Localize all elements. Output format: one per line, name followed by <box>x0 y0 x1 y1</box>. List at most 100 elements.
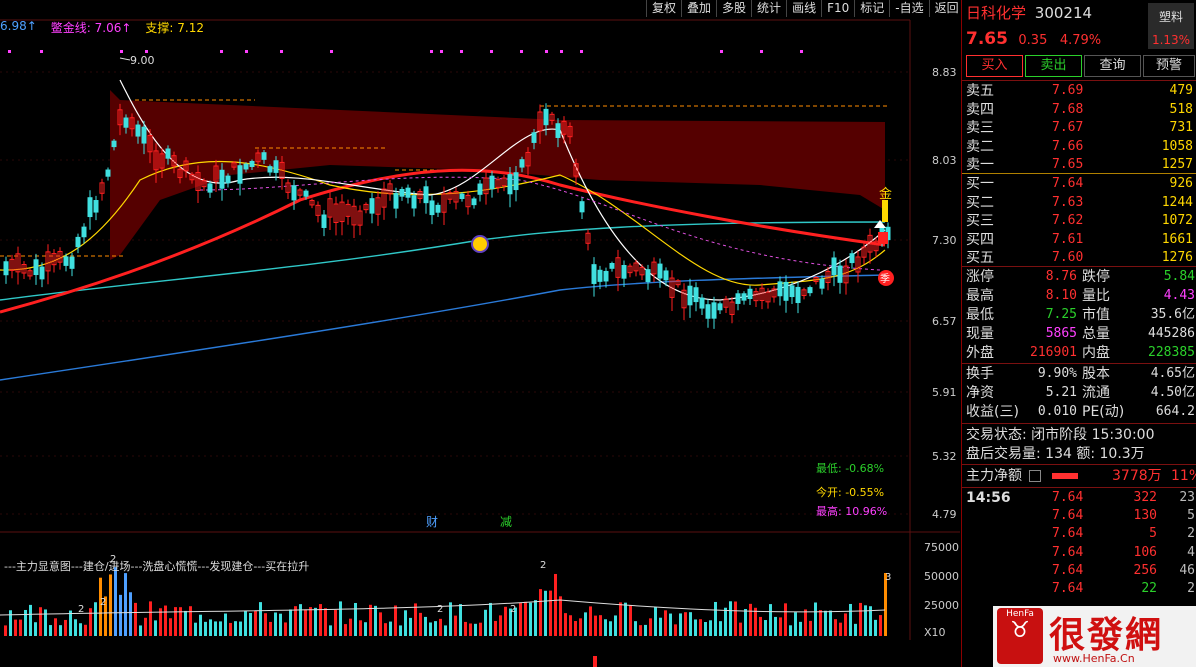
candle-body <box>417 191 423 199</box>
volume-bar <box>844 613 847 636</box>
volume-bar <box>59 625 62 636</box>
ma-yellow-line <box>0 160 886 286</box>
price-axis-label: 4.79 <box>932 508 957 521</box>
candle-body <box>117 109 123 126</box>
candle-body <box>195 172 201 191</box>
volume-bar <box>794 612 797 636</box>
main-net-menu-icon[interactable] <box>1029 470 1042 482</box>
volume-bar <box>759 616 762 636</box>
volume-bar <box>729 601 732 636</box>
volume-bar <box>299 604 302 636</box>
asks-level-label: 卖五 <box>966 83 994 99</box>
volume-bar <box>9 610 12 636</box>
kline-chart[interactable]: 8.83 8.03 7.30 6.57 5.91 5.32 4.79 75000 50000 25… <box>0 0 960 667</box>
toolbar-item-0[interactable]: 复权 <box>646 0 681 17</box>
toolbar-item-1[interactable]: 叠加 <box>681 0 716 17</box>
asks-row[interactable]: 卖五 7.69 479 <box>966 82 1196 100</box>
toolbar-item-8[interactable]: 返回 <box>928 0 964 17</box>
toolbar-item-7[interactable]: -自选 <box>889 0 928 17</box>
fund-label: 换手 <box>966 366 994 382</box>
candle-body <box>129 117 135 130</box>
volume-count-mark: 2 <box>510 604 516 615</box>
buy-button[interactable]: 买入 <box>966 55 1023 77</box>
toolbar-item-4[interactable]: 画线 <box>786 0 821 17</box>
volume-bar <box>654 606 657 636</box>
current-price: 7.65 <box>966 29 1008 49</box>
tick-count: 2 <box>1187 526 1195 542</box>
tick-volume: 130 <box>1133 508 1157 524</box>
asks-row[interactable]: 卖三 7.67 731 <box>966 119 1196 137</box>
volume-bar <box>799 621 802 636</box>
volume-bar <box>574 621 577 636</box>
volume-bar <box>219 621 222 636</box>
candle-body <box>315 204 321 216</box>
sector-badge[interactable]: 塑料 1.13% <box>1148 3 1194 49</box>
candle-body <box>759 287 765 301</box>
bids-row[interactable]: 买二 7.63 1244 <box>966 194 1196 212</box>
toolbar-item-3[interactable]: 统计 <box>751 0 786 17</box>
tick-row: 14:56 7.64 322 23 <box>966 489 1196 507</box>
volume-bar <box>614 615 617 636</box>
candle-body <box>123 117 129 128</box>
volume-bar <box>619 602 622 636</box>
volume-bar <box>499 615 502 636</box>
stats-text: 今开: -0.55% <box>816 485 884 499</box>
volume-count-mark: 2 <box>78 604 84 615</box>
asks-row[interactable]: 卖二 7.66 1058 <box>966 138 1196 156</box>
volume-bar <box>479 622 482 636</box>
fund-value: 4.65亿 <box>1150 366 1195 381</box>
bids-row[interactable]: 买四 7.61 1661 <box>966 231 1196 249</box>
volume-bar <box>249 612 252 636</box>
signal-dot <box>120 50 123 53</box>
price-change: 0.35 <box>1018 33 1048 48</box>
candle-body <box>171 155 177 167</box>
bids-row[interactable]: 买五 7.60 1276 <box>966 249 1196 267</box>
candle-body <box>255 152 261 163</box>
candle-body <box>399 188 405 197</box>
asks-row[interactable]: 卖四 7.68 518 <box>966 101 1196 119</box>
toolbar-item-6[interactable]: 标记 <box>854 0 889 17</box>
volume-bar <box>689 612 692 636</box>
tick-volume: 22 <box>1141 581 1157 596</box>
toolbar-item-2[interactable]: 多股 <box>716 0 751 17</box>
volume-bar <box>789 625 792 636</box>
candle-body <box>615 257 621 278</box>
volume-bar <box>254 610 257 636</box>
candle-body <box>351 205 357 226</box>
signal-dot <box>520 50 523 53</box>
volume-bar <box>649 618 652 636</box>
alert-button[interactable]: 预警 <box>1143 55 1195 77</box>
quote-label: 最低 <box>966 307 994 323</box>
volume-bar <box>129 592 132 636</box>
query-button[interactable]: 查询 <box>1084 55 1141 77</box>
volume-bar <box>264 613 267 636</box>
main-net-value: 3778万 <box>1112 468 1162 484</box>
candle-body <box>609 262 615 269</box>
price-axis-label: 5.32 <box>932 450 957 463</box>
candle-body <box>747 288 753 300</box>
candle-body <box>861 246 867 258</box>
toolbar-item-5[interactable]: F10 <box>821 0 854 17</box>
signal-dot <box>280 50 283 53</box>
volume-bar <box>464 621 467 636</box>
quote-row: 涨停 8.76 跌停 5.84 <box>966 268 1196 286</box>
bids-row[interactable]: 买三 7.62 1072 <box>966 212 1196 230</box>
candle-body <box>651 261 657 275</box>
quote-row: 现量 5865 总量 445286 <box>966 325 1196 343</box>
candle-body <box>459 193 465 200</box>
volume-bar <box>744 608 747 636</box>
fund-value: 4.50亿 <box>1150 385 1195 400</box>
bids-row[interactable]: 买一 7.64 926 <box>966 175 1196 193</box>
candle-body <box>573 163 579 177</box>
volume-bar <box>734 601 737 636</box>
fund-row: 收益(三) 0.010 PE(动) 664.2 <box>966 403 1196 421</box>
tick-row: 7.64 5 2 <box>966 525 1196 543</box>
sell-button[interactable]: 卖出 <box>1025 55 1082 77</box>
tick-price: 7.64 <box>1052 526 1084 542</box>
volume-bar <box>54 618 57 636</box>
volume-bar <box>629 605 632 636</box>
volume-bar <box>39 607 42 636</box>
henfa-watermark: HenFa ♉ 很發網 www.HenFa.Cn <box>993 606 1196 667</box>
asks-row[interactable]: 卖一 7.65 1257 <box>966 156 1196 174</box>
volume-bar <box>684 612 687 636</box>
